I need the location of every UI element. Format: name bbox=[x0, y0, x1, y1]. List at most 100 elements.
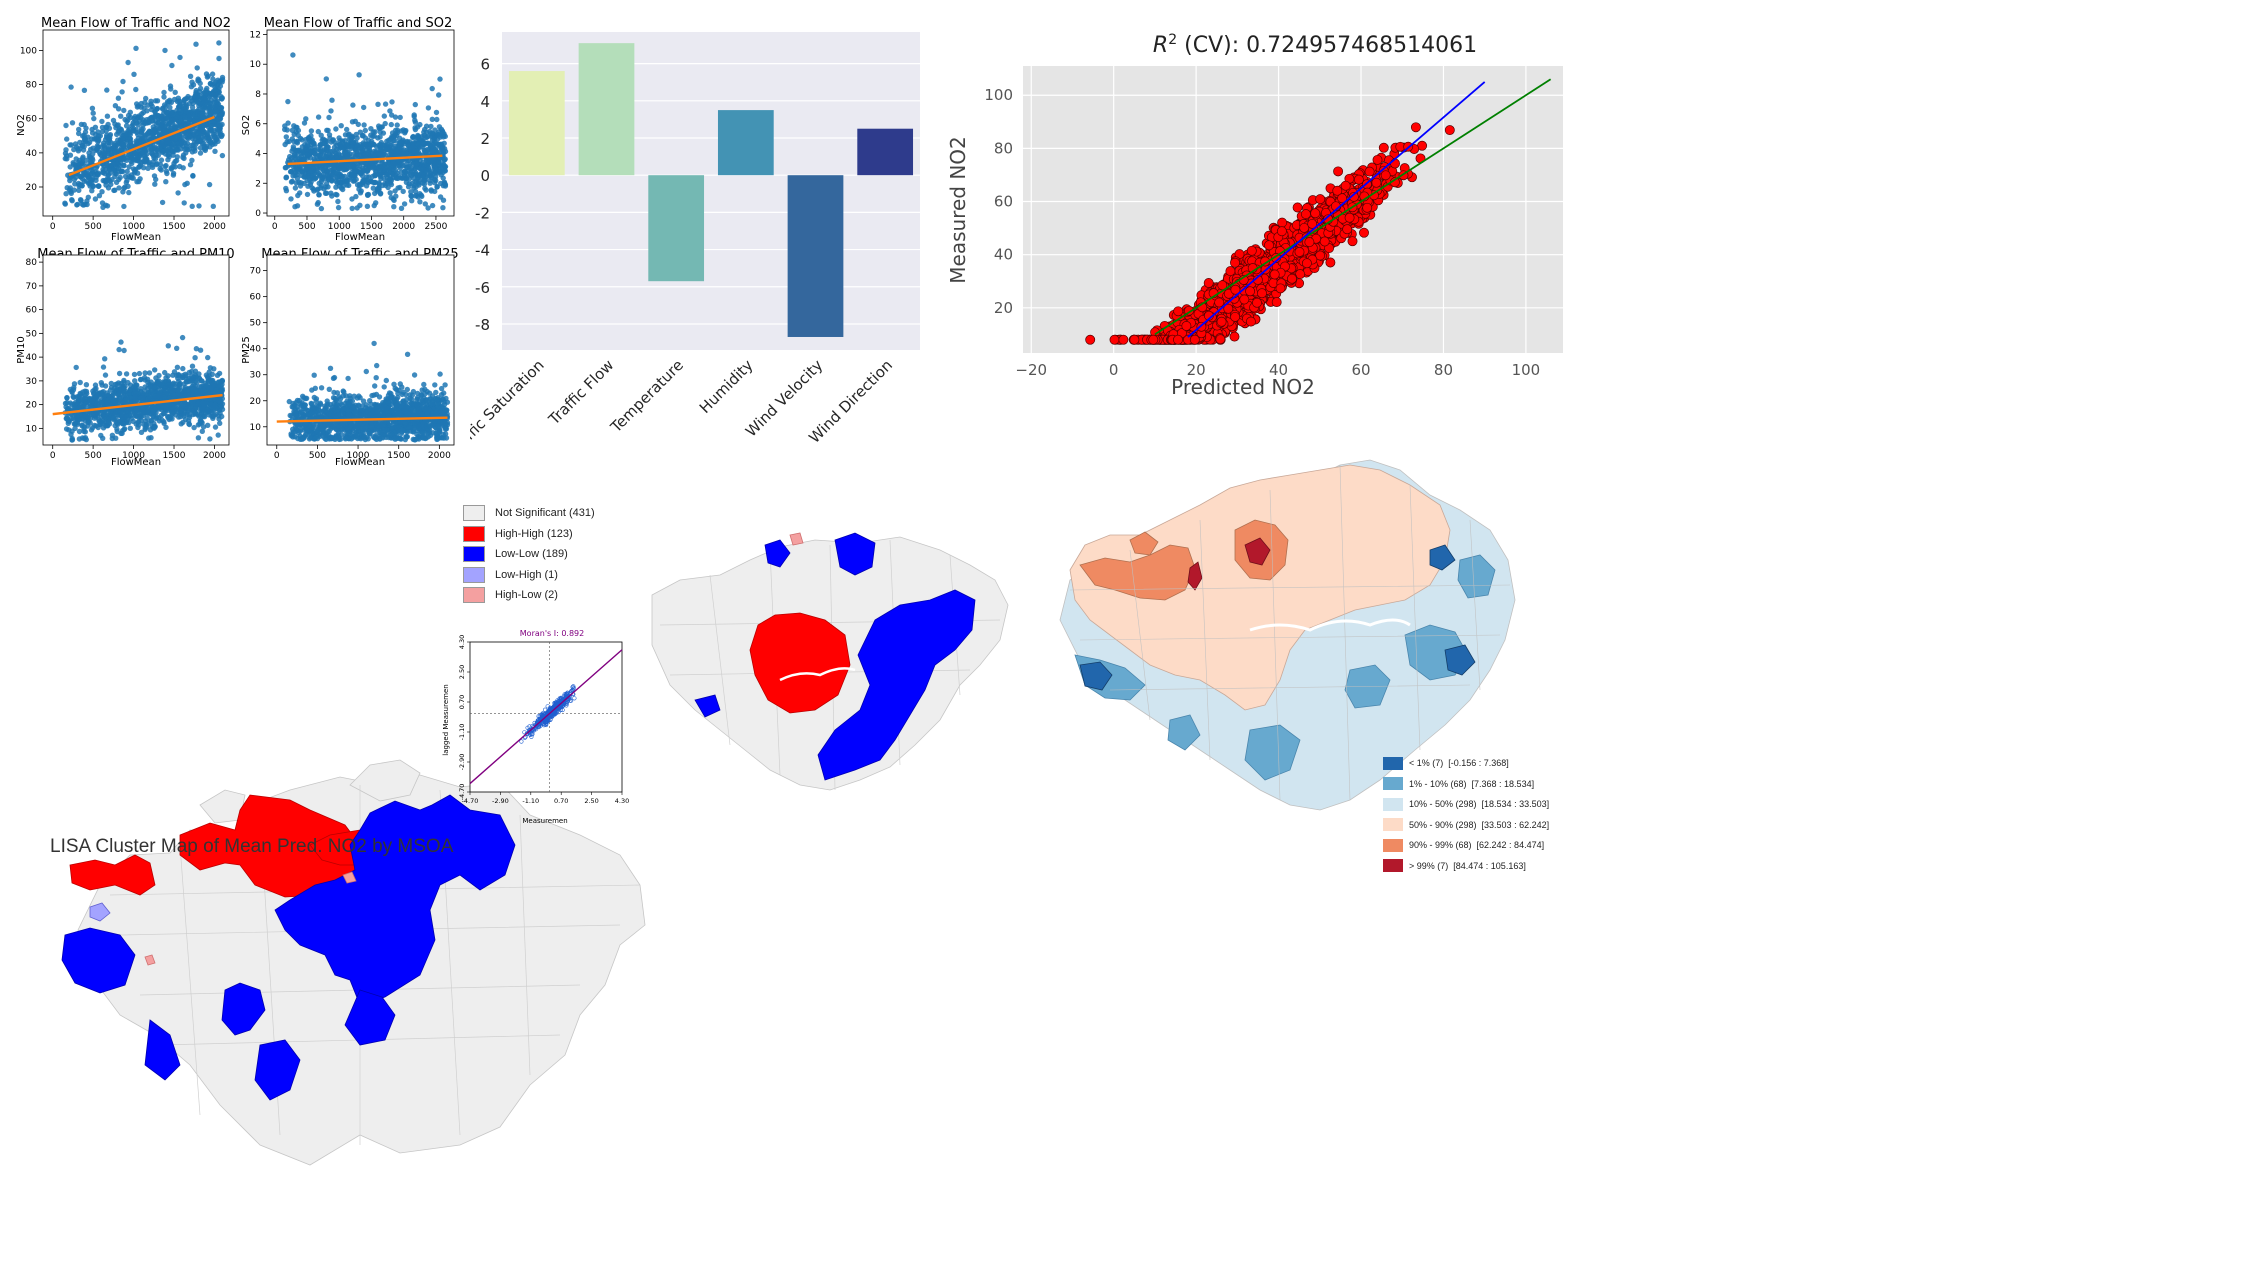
scatter-point bbox=[411, 113, 417, 120]
scatter-point bbox=[135, 414, 142, 420]
scatter-point bbox=[160, 402, 166, 409]
x-axis-label: FlowMean bbox=[111, 232, 161, 243]
scatter-point bbox=[187, 73, 194, 80]
scatter-point bbox=[100, 364, 107, 370]
scatter-point bbox=[140, 404, 147, 410]
scatter-point bbox=[163, 168, 170, 174]
scatter-point bbox=[104, 203, 111, 209]
scatter-point bbox=[79, 422, 85, 428]
scatter-point bbox=[365, 167, 371, 173]
y-axis-label: PM10 bbox=[16, 336, 27, 363]
scatter-point bbox=[200, 424, 207, 430]
scatter-point bbox=[337, 179, 343, 186]
scatter-point bbox=[178, 120, 184, 127]
scatter-point bbox=[67, 152, 74, 158]
scatter-point bbox=[335, 198, 341, 205]
scatter-point bbox=[422, 201, 428, 207]
scatter-point bbox=[79, 176, 86, 182]
scatter-point bbox=[114, 381, 120, 387]
scatter-point bbox=[219, 387, 225, 394]
scatter-point bbox=[189, 203, 195, 209]
scatter-point bbox=[432, 188, 438, 195]
scatter-point bbox=[118, 113, 124, 119]
y-tick-label: 10 bbox=[26, 424, 38, 434]
scatter-point bbox=[212, 134, 218, 140]
scatter-point bbox=[130, 120, 136, 126]
scatter-point bbox=[166, 154, 172, 160]
scatter-point bbox=[161, 420, 167, 426]
y-tick-label: 80 bbox=[26, 258, 38, 268]
scatter-point bbox=[353, 131, 359, 138]
scatter-point bbox=[148, 98, 154, 105]
scatter-point bbox=[83, 382, 90, 388]
y-tick-label: 12 bbox=[250, 30, 261, 40]
scatter-point bbox=[76, 126, 82, 133]
scatter-point bbox=[284, 127, 290, 133]
scatter-point bbox=[105, 396, 112, 403]
x-tick-label: 500 bbox=[85, 451, 102, 461]
scatter-point bbox=[215, 77, 221, 83]
scatter-point bbox=[119, 89, 125, 95]
scatter-point bbox=[63, 191, 69, 197]
scatter-point bbox=[87, 397, 93, 403]
scatter-point bbox=[162, 47, 168, 54]
scatter-point bbox=[156, 378, 162, 384]
scatter-point bbox=[121, 392, 127, 399]
y-tick-label: 6 bbox=[255, 120, 261, 130]
scatter-point bbox=[145, 165, 151, 171]
scatter-point bbox=[342, 132, 349, 138]
scatter-point bbox=[69, 198, 75, 204]
scatter-point bbox=[86, 150, 92, 156]
scatter-point bbox=[417, 121, 423, 128]
scatter-point bbox=[375, 150, 381, 157]
scatter-point bbox=[326, 386, 332, 392]
scatter-point bbox=[368, 126, 374, 132]
scatter-point bbox=[439, 144, 445, 150]
scatter-point bbox=[192, 405, 199, 412]
scatter-point bbox=[283, 188, 290, 194]
scatter-point bbox=[438, 385, 445, 392]
scatter-point bbox=[167, 104, 173, 111]
scatter-point bbox=[164, 114, 170, 121]
scatter-point bbox=[137, 376, 144, 383]
scatter-point bbox=[371, 148, 377, 155]
scatter-point bbox=[381, 113, 387, 119]
scatter-point bbox=[214, 397, 221, 403]
scatter-point bbox=[148, 435, 154, 441]
x-tick-label: 2500 bbox=[424, 222, 447, 232]
scatter-point bbox=[358, 160, 365, 166]
scatter-point bbox=[318, 205, 325, 212]
scatter-point bbox=[69, 428, 75, 434]
scatter-point bbox=[410, 140, 417, 146]
scatter-point bbox=[290, 146, 296, 152]
scatter-point bbox=[421, 141, 427, 147]
scatter-point bbox=[152, 156, 159, 162]
scatter-point bbox=[74, 394, 80, 400]
scatter-point bbox=[182, 115, 188, 121]
scatter-point bbox=[377, 129, 383, 135]
scatter-point bbox=[83, 137, 89, 143]
scatter-point bbox=[175, 104, 182, 110]
scatter-point bbox=[421, 129, 427, 135]
scatter-point bbox=[436, 92, 442, 98]
scatter-point bbox=[196, 138, 203, 144]
y-tick-label: 60 bbox=[26, 115, 38, 125]
scatter-point bbox=[196, 103, 202, 109]
scatter-point bbox=[208, 100, 214, 107]
x-tick-label: 1500 bbox=[360, 222, 383, 232]
scatter-point bbox=[390, 171, 397, 178]
scatter-point bbox=[389, 130, 396, 136]
scatter-point bbox=[103, 124, 109, 130]
scatter-point bbox=[205, 422, 211, 428]
scatter-point bbox=[118, 385, 125, 392]
scatter-point bbox=[186, 100, 193, 107]
scatter-point bbox=[420, 173, 426, 179]
scatter-point bbox=[377, 134, 383, 140]
scatter-point bbox=[149, 103, 155, 110]
scatter-point bbox=[68, 84, 74, 90]
scatter-point bbox=[111, 413, 117, 419]
scatter-point bbox=[106, 419, 112, 425]
x-tick-label: 1500 bbox=[163, 451, 186, 461]
scatter-point bbox=[197, 418, 203, 424]
y-tick-label: 40 bbox=[26, 353, 38, 363]
